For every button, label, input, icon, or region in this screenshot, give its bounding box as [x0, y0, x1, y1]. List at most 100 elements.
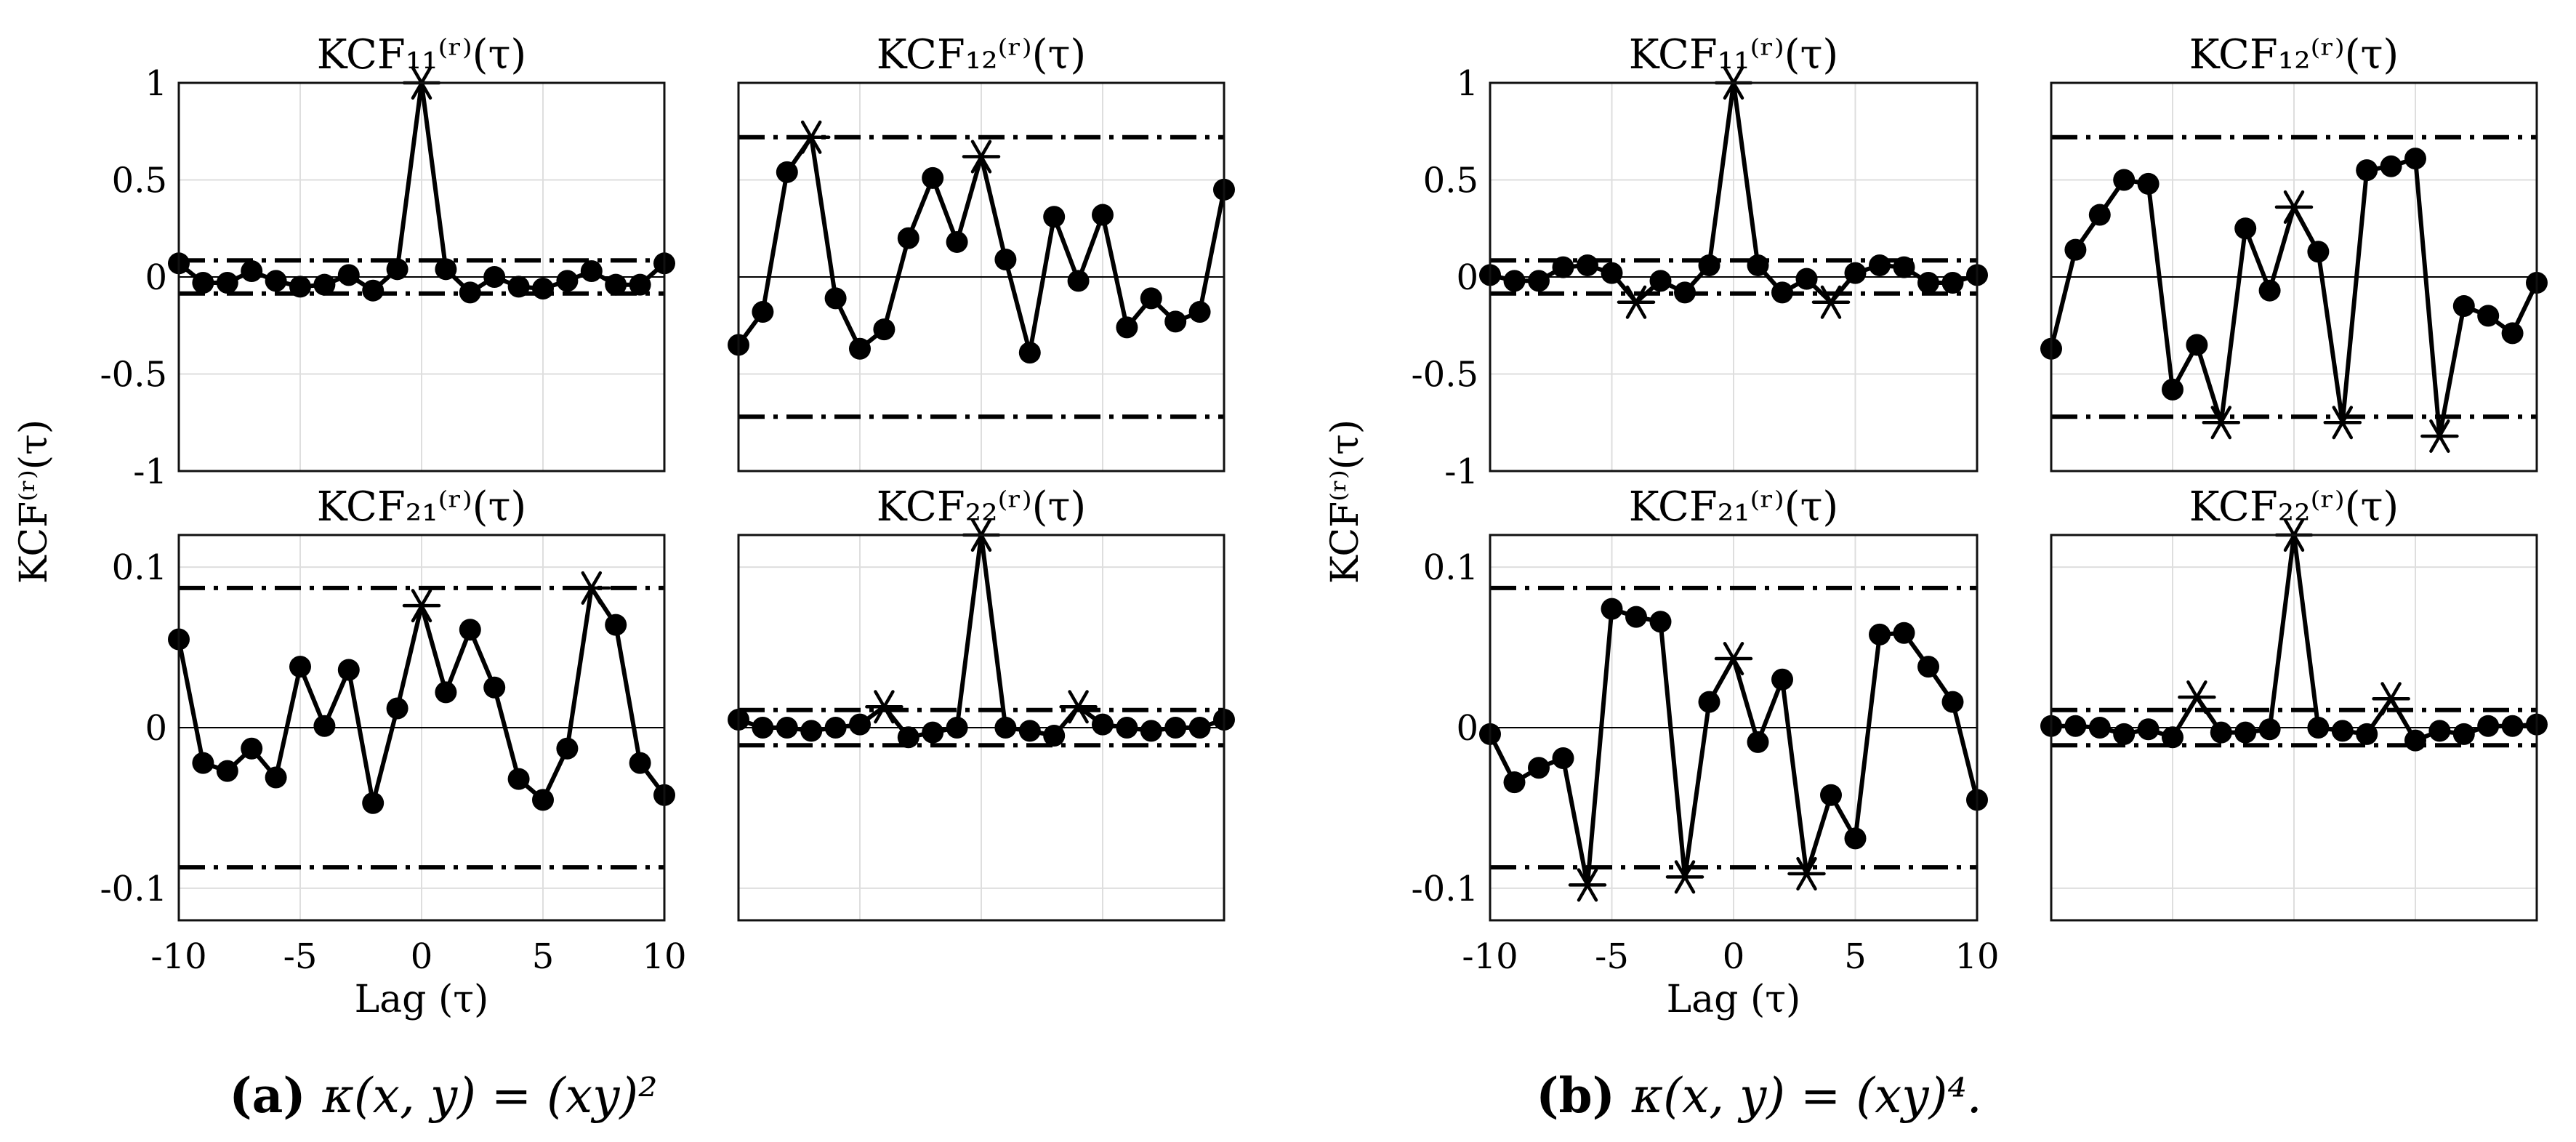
star-stroke [1674, 860, 1696, 894]
data-point [1795, 268, 1818, 290]
axes-frame [1489, 81, 1979, 473]
y-tick-label: 0 [1456, 708, 1478, 749]
data-point [2477, 715, 2500, 737]
data-point [289, 656, 311, 678]
data-point [2477, 305, 2500, 327]
data-point [1092, 713, 1114, 736]
data-point [2501, 322, 2524, 345]
data-point [2258, 279, 2281, 302]
data-point [946, 230, 968, 253]
subplot-title: KCF₁₂⁽ʳ⁾(τ) [877, 31, 1087, 79]
subplot-title: KCF₂₁⁽ʳ⁾(τ) [317, 483, 527, 531]
data-point [216, 760, 238, 782]
caption-formula: κ(x, y) = (xy)⁴. [1631, 1068, 1982, 1124]
data-point [2356, 723, 2378, 745]
data-point [1917, 656, 1939, 678]
data-point [289, 276, 311, 298]
y-tick-label: 0.5 [1423, 161, 1478, 201]
data-point [2356, 159, 2378, 182]
data-point [2162, 378, 2183, 401]
significant-marker [962, 140, 1001, 174]
y-tick-label: -1 [1444, 451, 1478, 492]
data-point [2307, 717, 2330, 739]
data-point [922, 166, 944, 189]
data-point [313, 715, 336, 737]
axes-frame [177, 534, 666, 922]
data-point [483, 676, 506, 699]
data-point [507, 276, 530, 298]
data-point [1018, 342, 1041, 364]
data-point [192, 272, 214, 294]
axes-frame [1489, 534, 1979, 922]
star-stroke [1820, 285, 1842, 319]
data-point [1869, 254, 1891, 276]
data-point [824, 287, 847, 310]
star-stroke [1577, 868, 1598, 902]
data-point [2113, 723, 2136, 745]
data-point [2137, 172, 2160, 195]
data-point [1092, 204, 1114, 226]
data-point [1140, 287, 1162, 310]
data-point [1552, 256, 1574, 278]
data-point [1771, 668, 1793, 691]
subplot-title: KCF₂₁⁽ʳ⁾(τ) [1629, 483, 1839, 531]
data-point [1917, 272, 1939, 294]
data-point [2210, 721, 2232, 744]
y-tick-label: 1 [145, 63, 167, 104]
figure-caption: (b) κ(x, y) = (xy)⁴. [1536, 1067, 1982, 1124]
subplot-b-1: KCF₁₁⁽ʳ⁾(τ) -1 -0.5 0 0.5 1 [1411, 31, 1988, 492]
data-point [580, 260, 603, 282]
significant-marker [1714, 642, 1753, 676]
data-point [2404, 148, 2426, 170]
data-point [1164, 310, 1187, 333]
data-point [265, 270, 287, 292]
significant-marker [402, 589, 441, 623]
data-point [192, 752, 214, 774]
data-point [435, 258, 457, 281]
caption-formula: κ(x, y) = (xy)² [322, 1068, 658, 1124]
data-point [629, 752, 651, 774]
data-point [483, 266, 506, 288]
data-point [1528, 757, 1550, 779]
significant-marker [1665, 860, 1704, 894]
data-point [362, 279, 385, 302]
subplot-a-1: KCF₁₁⁽ʳ⁾(τ) -1 -0.5 0 0.5 1 [100, 31, 675, 492]
data-point [1747, 731, 1769, 753]
y-tick-label: -0.5 [100, 355, 167, 395]
data-point [1844, 262, 1867, 284]
significant-marker [1811, 285, 1851, 319]
subplot-b-3: KCF₂₁⁽ʳ⁾(τ) -0.1 0 0.1 -10 -5 0 5 10 [1411, 483, 1999, 977]
data-point [459, 281, 481, 304]
y-tick-label: 0.1 [1423, 547, 1478, 588]
subplot-a-2: KCF₁₂⁽ʳ⁾(τ) [728, 31, 1235, 473]
data-point [2088, 204, 2111, 226]
data-point [1116, 316, 1138, 339]
data-point [2137, 718, 2160, 741]
data-point [824, 717, 847, 739]
star-stroke [874, 690, 895, 724]
data-point [1625, 606, 1647, 628]
subplot-title: KCF₁₁⁽ʳ⁾(τ) [1629, 31, 1839, 79]
y-tick-label: 0.5 [112, 161, 167, 201]
data-point [897, 726, 919, 749]
data-point [2452, 723, 2475, 745]
data-point [386, 697, 408, 720]
data-point [532, 278, 554, 300]
data-point [1771, 281, 1793, 304]
data-point [507, 768, 530, 790]
data-point [1601, 262, 1623, 284]
y-tick-label: -0.5 [1411, 355, 1478, 395]
x-tick-label: 0 [1723, 936, 1745, 977]
data-point [241, 260, 263, 282]
data-point [1043, 725, 1066, 747]
data-point [2113, 169, 2136, 191]
data-point [313, 273, 336, 296]
data-point [1043, 206, 1066, 228]
data-point [2258, 718, 2281, 741]
data-point [2064, 715, 2087, 737]
axes-frame [737, 81, 1225, 473]
significant-marker [2420, 419, 2459, 453]
data-point [362, 792, 385, 814]
data-point [2404, 729, 2426, 752]
